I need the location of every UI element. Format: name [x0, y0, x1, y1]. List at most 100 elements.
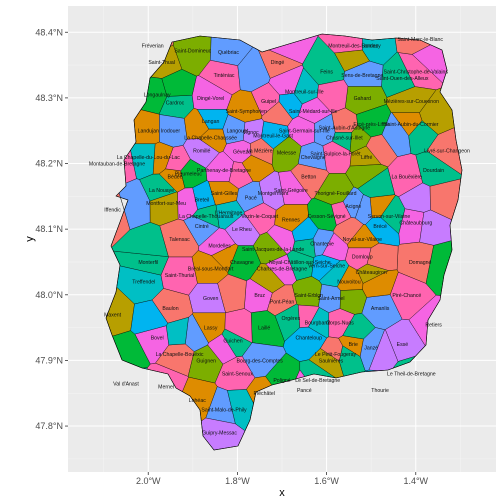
commune-label: Saint-Thurial: [165, 273, 194, 279]
commune-region: [161, 69, 197, 97]
commune-label: Vignoc: [243, 130, 259, 136]
commune-label: Landujan: [138, 129, 159, 135]
y-axis: 47.8°N 47.9°N 48.0°N 48.1°N 48.2°N 48.3°N 48.4…: [35, 27, 68, 431]
commune-label: Talensac: [169, 237, 190, 243]
commune-label: Cintré: [195, 224, 209, 230]
commune-region: [241, 154, 275, 182]
commune-region: [217, 274, 247, 313]
commune-label: Mézières-sur-Couesnon: [384, 99, 439, 105]
commune-label: Chartres-de-Bretagne: [257, 267, 307, 273]
commune-region: [398, 182, 431, 213]
commune-label: Mordelles: [208, 244, 231, 250]
commune-label: Chantepie: [310, 242, 334, 248]
commune-label: Brie: [349, 342, 358, 348]
commune-label: Essé: [397, 342, 409, 348]
commune-label: Guipel: [261, 99, 276, 105]
commune-label: Breteil: [194, 198, 209, 204]
commune-label: Retiers: [425, 322, 442, 328]
commune-label: Montreuil-le-Gast: [253, 133, 293, 139]
commune-labels: Fréverian Saint-Domineuc Québriac Tinténiac…: [89, 37, 470, 437]
commune-label: Chanteloup: [296, 336, 323, 342]
commune-label: Pleumeleuc: [175, 171, 203, 177]
commune-label: Fréverian: [142, 43, 164, 49]
commune-label: Corps-Nuds: [326, 320, 354, 326]
commune-label: La Bouëxière: [392, 175, 423, 181]
commune-label: Saint-Domineuc: [174, 49, 211, 55]
commune-label: Saint-Armel: [317, 296, 344, 302]
commune-label: Thourie: [371, 388, 389, 394]
commune-label: Iffendic: [104, 208, 121, 214]
y-tick-label: 48.1°N: [35, 224, 63, 234]
commune-label: Chavagne: [230, 260, 254, 266]
commune-region: [211, 243, 239, 273]
commune-label: Le Petit-Fougeray: [315, 352, 357, 358]
commune-label: Janzé: [364, 345, 378, 351]
commune-label: Tinténiac: [214, 73, 235, 79]
commune-label: Le Sel-de-Bretagne: [295, 378, 340, 384]
commune-label: Châteaubourg: [399, 221, 432, 227]
y-tick-label: 48.0°N: [35, 290, 63, 300]
commune-region: [362, 269, 399, 298]
commune-label: Le Theil-de-Bretagne: [387, 372, 436, 378]
commune-region: [192, 75, 233, 110]
commune-label: Saulnières: [319, 358, 344, 364]
y-tick-label: 48.3°N: [35, 93, 63, 103]
commune-label: Domagné: [409, 260, 432, 266]
commune-label: La Mézière: [247, 148, 273, 154]
commune-region: [342, 313, 376, 340]
commune-label: Saint-Senoux: [222, 372, 254, 378]
commune-label: La Chapelle-Bouëxic: [156, 352, 204, 358]
commune-label: Bourg-des-Comptes: [236, 358, 283, 364]
commune-label: Nouvoitou: [337, 280, 360, 286]
x-tick-label: 1.4°W: [403, 476, 428, 486]
commune-label: Guipry-Messac: [202, 431, 237, 437]
commune-label: Laillé: [258, 326, 270, 332]
y-tick-label: 47.9°N: [35, 355, 63, 365]
commune-label: Brécé: [373, 224, 387, 230]
commune-region: [314, 113, 336, 146]
commune-label: Guichen: [223, 339, 242, 345]
commune-region: [292, 276, 322, 307]
commune-label: Pont-Péan: [270, 299, 295, 305]
commune-label: Saint-Symphorien: [226, 109, 267, 115]
y-tick-label: 48.4°N: [35, 27, 63, 37]
commune-label: Chasné-sur-Illet: [326, 135, 363, 141]
commune-label: Domloup: [352, 255, 373, 261]
commune-label: Saint-Jacques-de-la-Lande: [242, 247, 304, 253]
commune-label: Melesse: [277, 150, 296, 156]
commune-region: [261, 101, 293, 127]
commune-label: La Chapelle-Chaussée: [184, 135, 237, 141]
commune-region: [165, 145, 191, 171]
commune-label: La Nouaye: [149, 188, 174, 194]
commune-label: Saint-Aubin-du-Cormier: [384, 122, 439, 128]
x-tick-label: 1.6°W: [314, 476, 339, 486]
commune-label: Saint-Gilles: [211, 191, 238, 197]
department-outline: [105, 33, 463, 451]
commune-region: [331, 201, 352, 226]
commune-label: Cesson-Sévigné: [308, 214, 346, 220]
commune-label: Goven: [203, 296, 218, 302]
commune-label: Betton: [301, 175, 316, 181]
commune-label: Gévezé: [233, 150, 251, 156]
commune-label: Québriac: [218, 50, 239, 56]
commune-label: Saint-Médard-sur-Ille: [289, 109, 338, 115]
commune-label: Servon-sur-Vilaine: [368, 214, 411, 220]
commune-label: La Chapelle-du-Lou-du-Lac: [117, 155, 181, 161]
commune-label: Treffendel: [132, 280, 155, 286]
commune-label: Piré-Chancé: [392, 293, 421, 299]
commune-label: Saint-Sulpice-la-Forêt: [310, 152, 361, 158]
commune-label: Amanlis: [371, 306, 390, 312]
commune-region: [357, 167, 396, 198]
y-tick-label: 48.2°N: [35, 159, 63, 169]
commune-label: Gahard: [354, 96, 371, 102]
x-axis-title: x: [279, 487, 285, 499]
commune-label: Montgermont: [258, 191, 289, 197]
commune-label: Romazy: [362, 43, 381, 49]
commune-label: Acigné: [345, 204, 361, 210]
commune-label: Bovel: [151, 336, 164, 342]
commune-label: Saint-Malo-de-Phily: [201, 408, 247, 414]
commune-label: Pancé: [297, 388, 312, 394]
commune-label: Le Rheu: [232, 227, 252, 233]
commune-label: Maxent: [104, 313, 122, 319]
commune-label: Vern-sur-Seiche: [308, 263, 345, 269]
